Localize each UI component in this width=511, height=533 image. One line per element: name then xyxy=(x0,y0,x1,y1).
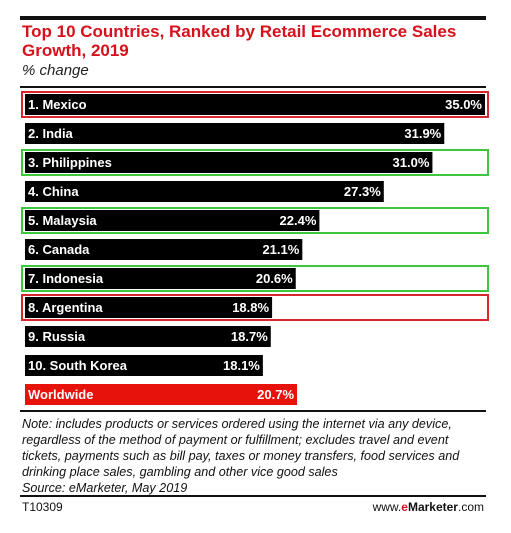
value-label: 20.7% xyxy=(257,387,294,402)
bar-label: 7. Indonesia xyxy=(28,271,104,286)
chart-note: Note: includes products or services orde… xyxy=(22,416,488,496)
value-label: 31.0% xyxy=(393,155,430,170)
bar-label: Worldwide xyxy=(28,387,93,402)
highlight-box xyxy=(21,207,489,234)
bar-label: 6. Canada xyxy=(28,242,90,257)
value-label: 31.9% xyxy=(404,126,441,141)
bar-label: 2. India xyxy=(28,126,74,141)
bar xyxy=(25,297,273,318)
bar xyxy=(25,355,263,376)
bar xyxy=(25,210,320,231)
value-label: 22.4% xyxy=(280,213,317,228)
footer-site: www.eMarketer.com xyxy=(373,500,484,514)
bar-label: 8. Argentina xyxy=(28,300,103,315)
site-brand: e xyxy=(401,500,408,514)
highlight-box xyxy=(21,91,489,118)
value-label: 35.0% xyxy=(445,97,482,112)
bar xyxy=(25,123,445,144)
bar xyxy=(25,326,271,347)
bar xyxy=(25,239,303,260)
value-label: 21.1% xyxy=(262,242,299,257)
source-text: Source: eMarketer, May 2019 xyxy=(22,481,188,495)
value-label: 18.7% xyxy=(231,329,268,344)
chart-subtitle: % change xyxy=(22,62,89,79)
highlight-box xyxy=(21,149,489,176)
bar-label: 5. Malaysia xyxy=(28,213,97,228)
bar-label: 9. Russia xyxy=(28,329,86,344)
note-text: Note: includes products or services orde… xyxy=(22,417,460,479)
top-rule xyxy=(20,16,486,20)
highlight-box xyxy=(21,294,489,321)
site-name: Marketer xyxy=(407,500,458,514)
footer-id: T10309 xyxy=(22,500,63,514)
bar xyxy=(25,152,433,173)
bar-label: 3. Philippines xyxy=(28,155,112,170)
site-prefix: www. xyxy=(372,500,402,514)
value-label: 18.1% xyxy=(223,358,260,373)
footer-divider xyxy=(20,495,486,497)
bar-label: 4. China xyxy=(28,184,79,199)
note-divider xyxy=(20,410,486,412)
site-suffix: .com xyxy=(457,500,484,514)
bar xyxy=(25,94,485,115)
bar xyxy=(25,181,384,202)
highlight-box xyxy=(21,265,489,292)
value-label: 27.3% xyxy=(344,184,381,199)
bar-label: 1. Mexico xyxy=(28,97,87,112)
value-label: 18.8% xyxy=(232,300,269,315)
header-divider xyxy=(20,86,486,88)
chart-title: Top 10 Countries, Ranked by Retail Ecomm… xyxy=(22,22,457,60)
bar xyxy=(25,384,298,405)
value-label: 20.6% xyxy=(256,271,293,286)
bar xyxy=(25,268,296,289)
bar-label: 10. South Korea xyxy=(28,358,128,373)
